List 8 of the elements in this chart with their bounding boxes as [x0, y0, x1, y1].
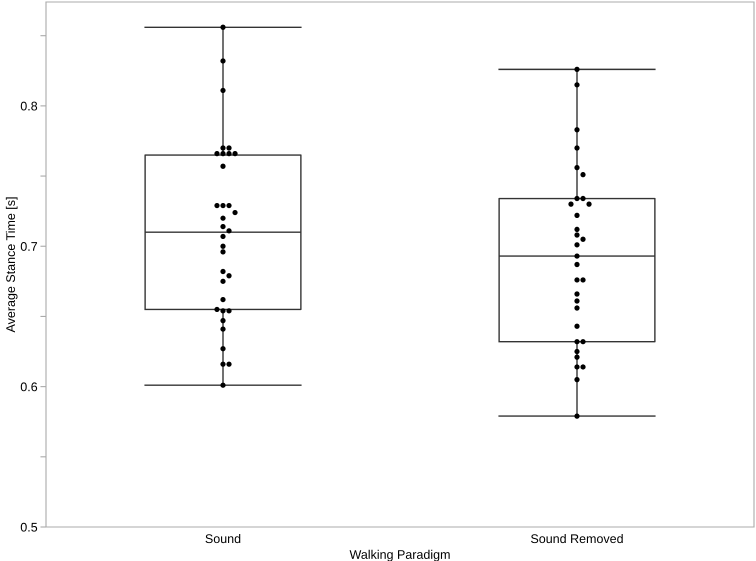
x-tick-label: Sound Removed — [531, 534, 623, 544]
y-tick-label: 0.8 — [20, 102, 38, 111]
y-tick-label: 0.7 — [20, 242, 38, 251]
y-axis-title: Average Stance Time [s] — [6, 197, 18, 332]
y-tick-label: 0.6 — [20, 382, 38, 392]
x-axis-title: Walking Paradigm — [350, 550, 450, 561]
x-tick-label: Sound — [205, 534, 240, 544]
y-tick-label: 0.5 — [20, 522, 38, 532]
